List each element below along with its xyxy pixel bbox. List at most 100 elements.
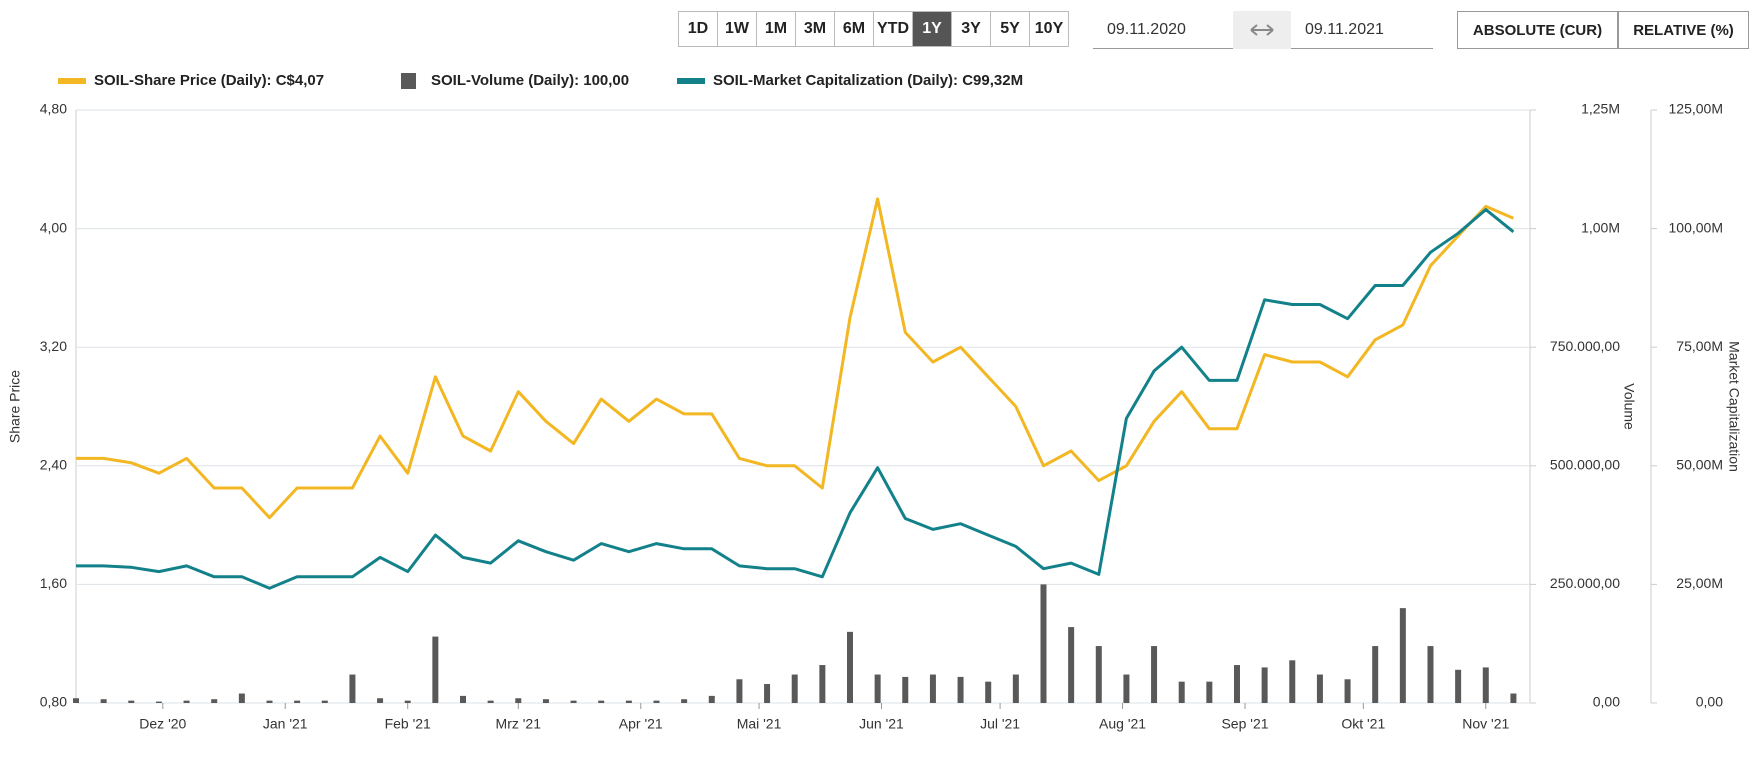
range-button[interactable]: 1W	[717, 11, 757, 47]
x-tick-label: Jan '21	[263, 716, 308, 732]
volume-bar	[764, 684, 771, 703]
y-tick-label: 1,60	[40, 575, 67, 591]
volume-bar	[459, 695, 466, 703]
y2-tick-label: 500.000,00	[1550, 457, 1620, 473]
legend-label: SOIL-Volume (Daily): 100,00	[431, 72, 629, 89]
date-arrow	[1233, 11, 1291, 49]
volume-bar	[404, 700, 411, 703]
volume-bar	[211, 699, 218, 703]
y2-tick-label: 250.000,00	[1550, 575, 1620, 591]
series-line	[76, 208, 1515, 590]
volume-bar	[1040, 584, 1047, 703]
x-tick-label: Okt '21	[1341, 716, 1385, 732]
volume-bar	[1233, 665, 1240, 703]
legend-swatch	[677, 78, 705, 84]
volume-bar	[1206, 681, 1213, 703]
mode-button[interactable]: ABSOLUTE (CUR)	[1457, 11, 1618, 49]
range-button[interactable]: 1D	[678, 11, 718, 47]
volume-bar	[128, 700, 135, 703]
volume-bar	[1427, 646, 1434, 703]
volume-bar	[266, 700, 273, 703]
date-from[interactable]: 09.11.2020	[1093, 11, 1233, 49]
range-button[interactable]: 10Y	[1029, 11, 1069, 47]
volume-bar	[238, 693, 245, 703]
volume-bar	[791, 674, 798, 703]
y3-tick-label: 100,00M	[1669, 219, 1723, 235]
y3-tick-label: 75,00M	[1676, 338, 1723, 354]
range-button[interactable]: 5Y	[990, 11, 1030, 47]
volume-bar	[1178, 681, 1185, 703]
volume-bar	[321, 700, 328, 703]
x-tick-label: Mrz '21	[496, 716, 542, 732]
volume-bar	[1399, 608, 1406, 703]
volume-bar	[294, 700, 301, 703]
date-to[interactable]: 09.11.2021	[1291, 11, 1433, 49]
y2-axis-title: Volume	[1621, 383, 1637, 430]
x-tick-label: Mai '21	[737, 716, 782, 732]
volume-bar	[1289, 660, 1296, 703]
volume-bar	[929, 674, 936, 703]
y2-tick-label: 0,00	[1593, 694, 1620, 710]
y3-axis-title: Market Capitalization	[1726, 341, 1742, 472]
volume-bar	[736, 679, 743, 703]
x-tick-label: Dez '20	[139, 716, 186, 732]
range-button[interactable]: 1Y	[912, 11, 952, 47]
x-tick-label: Feb '21	[385, 716, 431, 732]
range-button[interactable]: 1M	[756, 11, 796, 47]
y-tick-label: 4,80	[40, 101, 67, 117]
volume-bar	[542, 699, 549, 703]
volume-bar	[819, 665, 826, 703]
volume-bar	[598, 700, 605, 703]
y3-tick-label: 125,00M	[1669, 101, 1723, 117]
volume-bar	[487, 700, 494, 703]
volume-bar	[1151, 646, 1158, 703]
y2-tick-label: 1,00M	[1581, 219, 1620, 235]
mode-button[interactable]: RELATIVE (%)	[1618, 11, 1749, 49]
x-tick-label: Sep '21	[1221, 716, 1268, 732]
y3-tick-label: 50,00M	[1676, 457, 1723, 473]
volume-bar	[625, 700, 632, 703]
y-axis-title: Share Price	[7, 370, 23, 443]
volume-bar	[1510, 693, 1517, 703]
legend-swatch	[401, 73, 416, 89]
volume-bar	[846, 631, 853, 703]
volume-bar	[1261, 667, 1268, 703]
volume-bar	[985, 681, 992, 703]
y3-tick-label: 0,00	[1696, 694, 1723, 710]
y-tick-label: 0,80	[40, 694, 67, 710]
volume-bar	[1012, 674, 1019, 703]
volume-bar	[155, 701, 162, 703]
x-tick-label: Jul '21	[980, 716, 1020, 732]
volume-bar	[1068, 627, 1075, 703]
volume-bar	[432, 636, 439, 703]
volume-bar	[1344, 679, 1351, 703]
range-button[interactable]: 6M	[834, 11, 874, 47]
volume-bar	[1123, 674, 1130, 703]
volume-bar	[515, 698, 522, 703]
volume-bar	[957, 676, 964, 703]
volume-bar	[1482, 667, 1489, 703]
volume-bar	[1316, 674, 1323, 703]
volume-bar	[183, 700, 190, 703]
range-button[interactable]: 3Y	[951, 11, 991, 47]
legend-swatch	[58, 78, 86, 84]
legend-label: SOIL-Share Price (Daily): C$4,07	[94, 72, 324, 89]
range-button[interactable]: 3M	[795, 11, 835, 47]
volume-bar	[377, 698, 384, 703]
volume-bar	[349, 674, 356, 703]
volume-bar	[73, 698, 79, 703]
x-tick-label: Nov '21	[1462, 716, 1509, 732]
series-line	[76, 197, 1514, 520]
volume-bar	[902, 676, 909, 703]
x-tick-label: Apr '21	[619, 716, 663, 732]
x-tick-label: Jun '21	[859, 716, 904, 732]
volume-bar	[100, 699, 107, 703]
volume-bar	[708, 695, 715, 703]
volume-bar	[1455, 669, 1462, 703]
volume-bar	[653, 700, 660, 703]
volume-bar	[874, 674, 881, 703]
range-button[interactable]: YTD	[873, 11, 913, 47]
legend-label: SOIL-Market Capitalization (Daily): C99,…	[713, 72, 1023, 89]
